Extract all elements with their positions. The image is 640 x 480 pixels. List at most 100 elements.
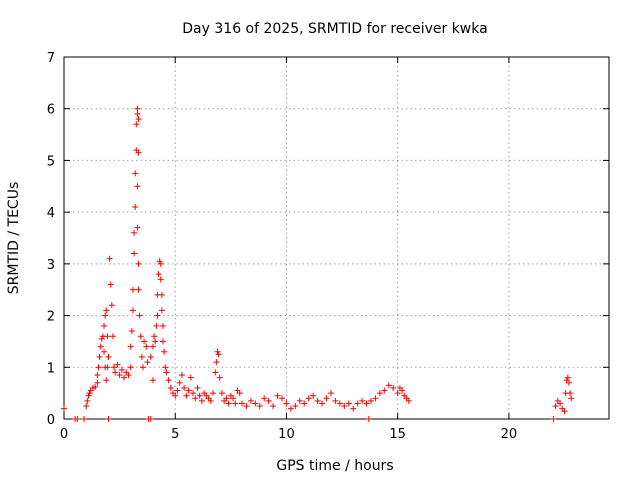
data-point <box>178 372 185 379</box>
data-point <box>96 353 103 360</box>
data-point <box>135 286 142 293</box>
data-point <box>218 390 225 397</box>
data-point <box>132 203 139 210</box>
axis-ticks <box>63 56 609 420</box>
data-point <box>243 403 250 410</box>
data-point <box>134 110 141 117</box>
data-point <box>131 250 138 257</box>
data-point <box>327 390 334 397</box>
data-point <box>138 353 145 360</box>
data-points <box>61 105 575 422</box>
data-point <box>149 343 156 350</box>
data-point <box>215 351 222 358</box>
data-point <box>128 328 135 335</box>
data-point <box>102 312 109 319</box>
data-point <box>550 416 557 422</box>
data-point <box>385 382 392 389</box>
data-point <box>181 384 188 391</box>
data-point <box>214 348 221 355</box>
data-point <box>127 343 134 350</box>
data-point <box>292 403 299 410</box>
chart-title: Day 316 of 2025, SRMTID for receiver kwk… <box>182 21 487 37</box>
data-point <box>552 403 559 410</box>
data-point <box>310 392 317 399</box>
data-point <box>135 260 142 267</box>
x-tick-label: 15 <box>389 427 406 442</box>
data-point <box>190 390 197 397</box>
y-tick-label: 2 <box>47 310 55 325</box>
data-point <box>376 390 383 397</box>
gridlines <box>64 57 609 419</box>
data-point <box>336 400 343 407</box>
data-point <box>144 359 151 366</box>
data-point <box>98 335 105 342</box>
data-point <box>165 377 172 384</box>
data-point <box>561 408 568 415</box>
data-point <box>111 364 118 371</box>
data-point <box>232 400 239 407</box>
data-point <box>95 364 102 371</box>
data-point <box>564 374 571 381</box>
data-point <box>132 170 139 177</box>
data-point <box>372 395 379 402</box>
data-point <box>103 307 110 314</box>
data-point <box>101 348 108 355</box>
data-point <box>365 416 372 422</box>
data-point <box>405 397 412 404</box>
data-point <box>319 400 326 407</box>
data-point <box>94 379 101 386</box>
data-point <box>153 322 160 329</box>
y-tick-label: 3 <box>47 258 55 273</box>
y-tick-label: 6 <box>47 103 55 118</box>
data-point <box>125 372 132 379</box>
data-point <box>261 395 268 402</box>
data-point <box>279 395 285 402</box>
data-point <box>108 302 115 309</box>
data-point <box>83 403 90 410</box>
x-tick-label: 20 <box>501 427 518 442</box>
data-point <box>135 149 142 156</box>
data-point <box>152 338 159 345</box>
data-point <box>94 372 101 379</box>
data-point <box>159 322 166 329</box>
data-point <box>109 333 116 340</box>
data-point <box>557 400 564 407</box>
data-point <box>155 271 162 278</box>
data-point <box>301 400 308 407</box>
data-point <box>567 390 574 397</box>
data-point <box>131 229 138 236</box>
data-point <box>345 400 352 407</box>
data-point <box>305 395 312 402</box>
data-point <box>105 353 112 360</box>
data-point <box>394 390 401 397</box>
data-point <box>139 364 146 371</box>
data-point <box>134 105 141 112</box>
data-point <box>350 405 357 412</box>
data-point <box>86 390 93 397</box>
data-point <box>162 364 169 371</box>
data-point <box>97 343 104 350</box>
data-point <box>157 260 164 267</box>
data-point <box>106 255 113 262</box>
data-point <box>103 377 110 384</box>
data-point <box>147 416 154 422</box>
x-tick-label: 0 <box>60 427 68 442</box>
data-point <box>216 374 223 381</box>
data-point <box>129 286 136 293</box>
y-tick-label: 0 <box>47 413 55 428</box>
data-point <box>196 392 203 399</box>
data-point <box>192 395 199 402</box>
data-point <box>247 397 254 404</box>
data-point <box>74 416 81 422</box>
data-point <box>274 392 281 399</box>
data-point <box>213 359 220 366</box>
data-point <box>207 397 214 404</box>
data-point <box>135 116 142 123</box>
data-point <box>151 333 158 340</box>
data-point <box>270 403 277 410</box>
data-point <box>210 390 217 397</box>
data-point <box>143 343 150 350</box>
data-point <box>129 307 136 314</box>
data-point <box>236 390 243 397</box>
